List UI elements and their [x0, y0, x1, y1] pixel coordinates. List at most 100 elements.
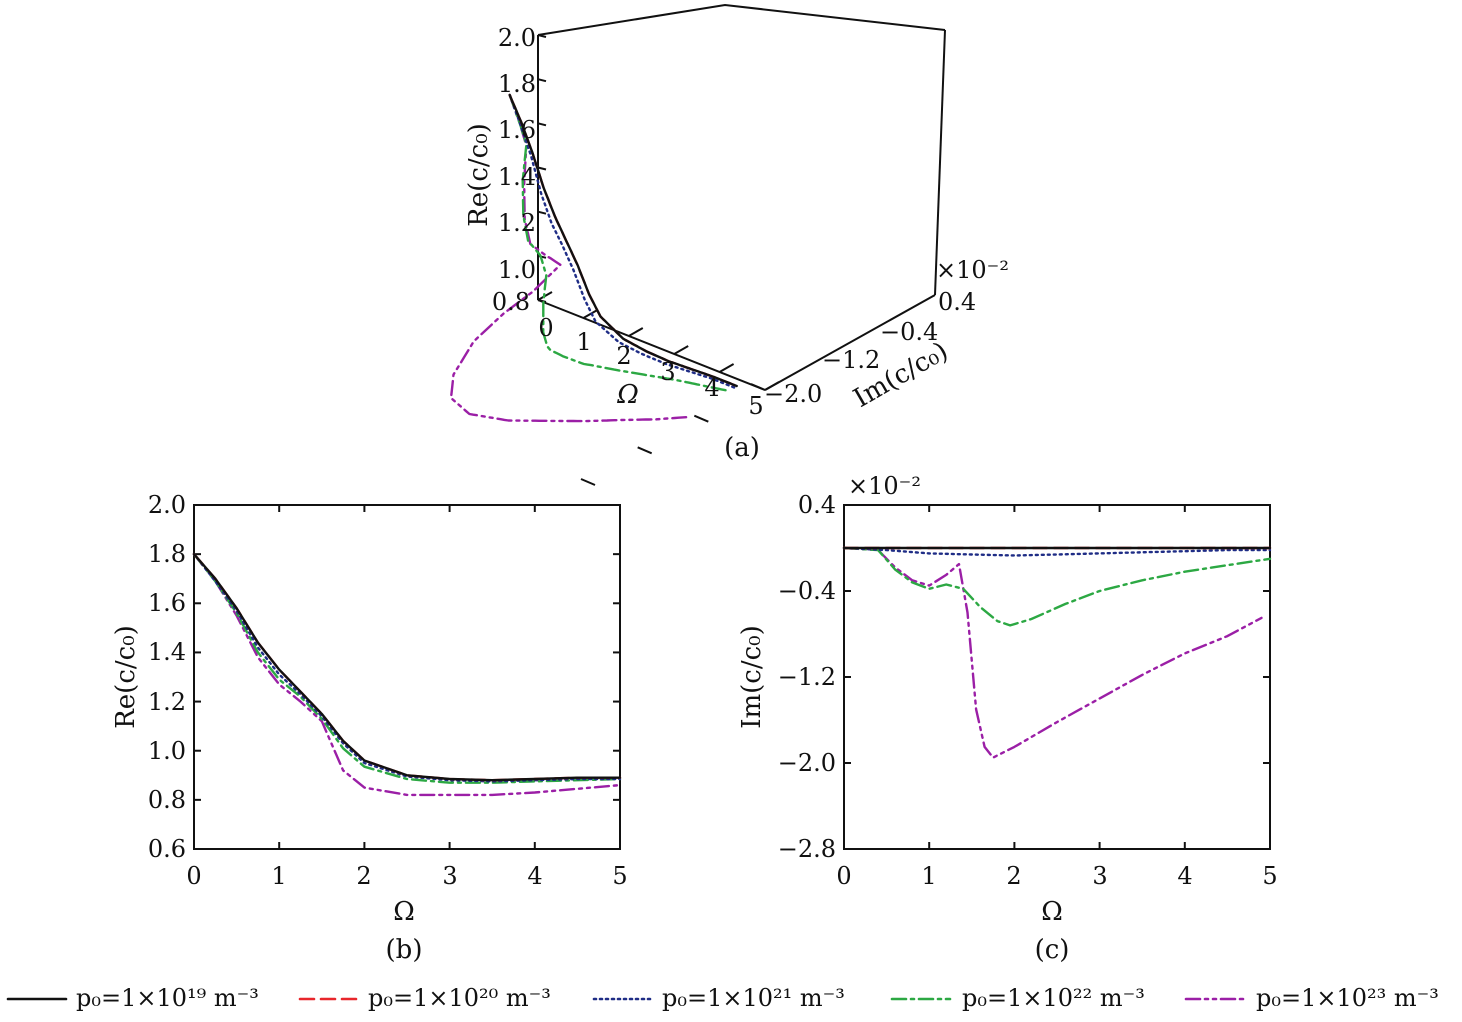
b-series-p0-1e20 [192, 552, 622, 782]
panel-a-x-tick-labels: 0 1 2 3 4 5 [538, 314, 763, 420]
a-z-tick-mark [537, 122, 547, 127]
b-x-tick-0: 0 [186, 862, 201, 890]
b-series-p0-1e23 [192, 552, 622, 797]
c-x-axis-label: Ω [1041, 897, 1063, 927]
c-series-p0-1e21 [842, 546, 1272, 557]
a-x-axis-label: Ω [616, 380, 639, 410]
c-y-tick-4: 0.4 [798, 491, 836, 519]
a-y-tick-mark [693, 414, 709, 423]
b-y-tick-7: 2.0 [148, 491, 186, 519]
a-z-tick-0: 0.8 [492, 288, 530, 316]
b-y-tick-5: 1.6 [148, 589, 186, 617]
b-series-p0-1e21 [192, 552, 622, 783]
a-x-tick-mark [673, 345, 689, 355]
b-y-axis-label: Re(c/c₀) [111, 625, 141, 729]
a-x-tick-mark [582, 309, 598, 319]
a-series-p0-1e23 [449, 93, 688, 423]
panel-c: ×10⁻² −2.8 −2.0 −1.2 −0.4 0.4 0 1 2 3 4 … [737, 472, 1278, 965]
a-y-tick-mark [750, 383, 766, 391]
caption-b: (b) [386, 935, 423, 965]
b-x-tick-labels: 0 1 2 3 4 5 [186, 862, 627, 890]
a-x-tick-4: 4 [704, 374, 719, 402]
a-series-p0-1e21 [508, 93, 737, 390]
a-z-tick-mark [537, 210, 547, 215]
a-z-tick-mark [537, 166, 547, 171]
b-plot-frame [193, 504, 621, 850]
legend-label-4: p₀=1×10²² m⁻³ [962, 984, 1145, 1012]
b-x-tick-4: 4 [527, 862, 542, 890]
a-series-p0-1e19 [508, 93, 738, 388]
c-y-axis-label: Im(c/c₀) [737, 625, 767, 729]
b-curves [192, 552, 622, 797]
a-y-tick-mark [637, 446, 653, 455]
a-x-tick-1: 1 [576, 328, 591, 356]
a-x-tick-mark [719, 363, 735, 373]
a-x-tick-5: 5 [748, 392, 763, 420]
c-y-tick-0: −2.8 [778, 835, 836, 863]
c-x-tick-5: 5 [1262, 862, 1277, 890]
a-z-tick-mark [537, 299, 547, 303]
c-x-tick-4: 4 [1177, 862, 1192, 890]
a-y-tick-2: −1.2 [822, 346, 880, 374]
a-y-tick-1: −0.4 [880, 318, 938, 346]
b-ticks [193, 504, 621, 850]
a-z-tick-1: 1.0 [498, 256, 536, 284]
b-y-tick-2: 1.0 [148, 737, 186, 765]
b-x-axis-label: Ω [393, 897, 415, 927]
b-y-tick-0: 0.6 [148, 835, 186, 863]
b-series-p0-1e19 [192, 552, 622, 782]
panel-b: 0.6 0.8 1.0 1.2 1.4 1.6 1.8 2.0 0 1 2 3 … [111, 491, 628, 965]
legend: p₀=1×10¹⁹ m⁻³ p₀=1×10²⁰ m⁻³ p₀=1×10²¹ m⁻… [6, 984, 1439, 1012]
a-z-tick-2: 1.2 [498, 209, 536, 237]
a-series-p0-1e22 [508, 93, 731, 393]
b-y-tick-4: 1.4 [148, 638, 186, 666]
b-x-tick-5: 5 [612, 862, 627, 890]
a-z-tick-4: 1.6 [498, 116, 536, 144]
a-z-tick-mark [537, 78, 547, 83]
a-x-tick-3: 3 [660, 358, 675, 386]
a-y-exponent: ×10⁻² [936, 256, 1009, 284]
b-x-tick-2: 2 [356, 862, 371, 890]
legend-label-5: p₀=1×10²³ m⁻³ [1256, 984, 1439, 1012]
a-y-tick-mark [580, 478, 596, 486]
c-x-tick-0: 0 [836, 862, 851, 890]
c-x-tick-2: 2 [1006, 862, 1021, 890]
panel-a-z-tick-labels: 0.8 1.0 1.2 1.4 1.6 1.8 2.0 [492, 24, 536, 316]
c-y-tick-3: −0.4 [778, 577, 836, 605]
b-y-tick-6: 1.8 [148, 540, 186, 568]
caption-a: (a) [724, 433, 760, 463]
a-x-tick-mark [628, 327, 644, 337]
a-z-tick-3: 1.4 [498, 163, 536, 191]
c-x-tick-labels: 0 1 2 3 4 5 [836, 862, 1277, 890]
a-z-tick-6: 2.0 [498, 24, 536, 52]
legend-label-2: p₀=1×10²⁰ m⁻³ [368, 984, 551, 1012]
b-y-tick-1: 0.8 [148, 786, 186, 814]
legend-label-1: p₀=1×10¹⁹ m⁻³ [76, 984, 259, 1012]
a-x-tick-mark [764, 381, 780, 391]
b-y-tick-labels: 0.6 0.8 1.0 1.2 1.4 1.6 1.8 2.0 [148, 491, 186, 863]
a-y-tick-0: 0.4 [938, 288, 976, 316]
c-y-exponent: ×10⁻² [848, 472, 921, 500]
a-z-axis-label: Re(c/c₀) [464, 123, 494, 227]
b-x-tick-3: 3 [442, 862, 457, 890]
c-plot-frame [843, 504, 1271, 850]
a-z-tick-mark [537, 34, 547, 38]
c-series-p0-1e22 [842, 546, 1272, 627]
panel-a: 0.8 1.0 1.2 1.4 1.6 1.8 2.0 Re(c/c₀) 0 1… [449, 3, 1009, 486]
a-y-tick-3: −2.0 [764, 380, 822, 408]
c-x-tick-1: 1 [921, 862, 936, 890]
b-x-tick-1: 1 [271, 862, 286, 890]
a-z-tick-5: 1.8 [498, 70, 536, 98]
caption-c: (c) [1035, 935, 1070, 965]
panel-a-curves [449, 93, 738, 423]
b-series-p0-1e22 [192, 552, 622, 784]
c-x-tick-3: 3 [1092, 862, 1107, 890]
c-y-tick-2: −1.2 [778, 663, 836, 691]
a-x-tick-2: 2 [616, 342, 631, 370]
c-ticks [843, 504, 1271, 850]
c-y-tick-1: −2.0 [778, 749, 836, 777]
panel-a-y-tick-labels: 0.4 −0.4 −1.2 −2.0 [764, 288, 976, 408]
c-series-p0-1e23 [842, 546, 1263, 759]
c-y-tick-labels: −2.8 −2.0 −1.2 −0.4 0.4 [778, 491, 836, 863]
